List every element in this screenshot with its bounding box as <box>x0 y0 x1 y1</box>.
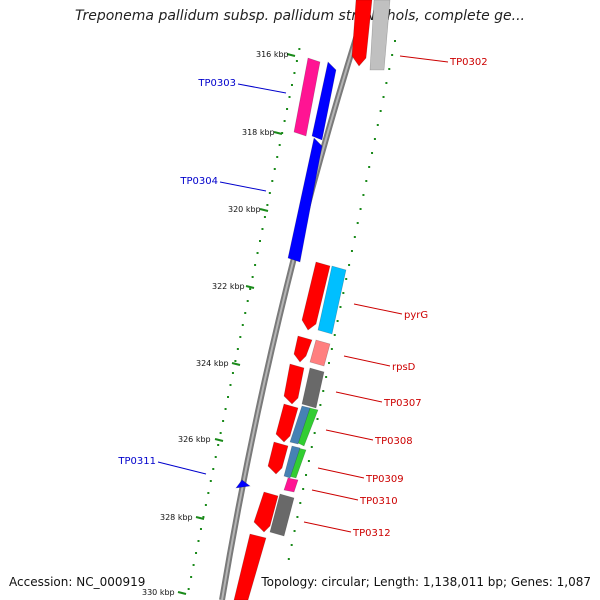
gene-label[interactable]: TP0307 <box>383 398 422 409</box>
gene-label[interactable]: rpsD <box>392 362 416 373</box>
tick-label: 328 kbp <box>160 513 193 522</box>
gene-label[interactable]: TP0311 <box>117 456 156 467</box>
gene-feature[interactable] <box>233 533 267 600</box>
tick-label: 322 kbp <box>212 282 245 291</box>
tick-label: 320 kbp <box>228 205 261 214</box>
gene-label[interactable]: TP0308 <box>374 436 413 447</box>
tick-labels: 316 kbp 318 kbp 320 kbp 322 kbp 324 kbp 326 k… <box>142 50 296 597</box>
label-leader-line <box>353 303 403 315</box>
tick-ring <box>187 40 396 590</box>
gene-feature[interactable] <box>317 265 347 335</box>
gene-feature[interactable] <box>283 445 301 479</box>
gene-label[interactable]: TP0312 <box>352 528 391 539</box>
gene-label[interactable]: TP0304 <box>179 176 218 187</box>
gene-layer <box>233 0 391 600</box>
label-leader-line <box>237 83 287 94</box>
gene-feature[interactable] <box>293 335 313 363</box>
genome-backbone <box>219 0 371 600</box>
gene-feature[interactable] <box>293 57 321 137</box>
gene-feature[interactable] <box>311 61 337 141</box>
gene-feature[interactable] <box>289 405 311 445</box>
gene-label[interactable]: TP0302 <box>449 57 488 68</box>
gene-label[interactable]: TP0310 <box>359 496 398 507</box>
gene-label[interactable]: TP0309 <box>365 474 404 485</box>
label-leader-line <box>157 461 207 475</box>
tick-label: 316 kbp <box>256 50 289 59</box>
label-leader-line <box>303 521 352 533</box>
gene-feature[interactable] <box>275 403 299 443</box>
gene-feature[interactable] <box>369 0 391 71</box>
gene-feature[interactable] <box>267 441 289 475</box>
gene-feature[interactable] <box>235 479 251 489</box>
label-leader-line <box>399 55 449 63</box>
label-leader-line <box>335 391 383 403</box>
tick-label: 324 kbp <box>196 359 229 368</box>
gene-feature[interactable] <box>301 367 325 409</box>
gene-label[interactable]: pyrG <box>404 310 428 321</box>
label-leader-line <box>317 467 365 479</box>
gene-feature[interactable] <box>283 477 299 493</box>
gene-feature[interactable] <box>351 0 373 67</box>
gene-feature[interactable] <box>269 493 295 537</box>
gene-feature[interactable] <box>301 261 331 331</box>
gene-feature[interactable] <box>253 491 279 533</box>
label-leader-line <box>325 429 374 441</box>
gene-feature[interactable] <box>287 137 323 263</box>
label-leader-line <box>343 355 391 367</box>
topology-text: Topology: circular; Length: 1,138,011 bp… <box>261 575 591 589</box>
gene-label[interactable]: TP0303 <box>197 78 236 89</box>
label-leader-line <box>311 489 359 501</box>
gene-feature[interactable] <box>283 363 305 405</box>
map-title: Treponema pallidum subsp. pallidum str. … <box>75 8 525 24</box>
tick-label: 318 kbp <box>242 128 275 137</box>
label-leader-line <box>219 181 267 192</box>
tick-label: 330 kbp <box>142 588 175 597</box>
label-layer: TP0302 TP0303 TP0304 pyrG rpsD TP0307 TP0308 TP… <box>117 55 488 539</box>
gene-feature[interactable] <box>309 339 331 367</box>
accession-text: Accession: NC_000919 <box>9 575 146 589</box>
tick-label: 326 kbp <box>178 435 211 444</box>
